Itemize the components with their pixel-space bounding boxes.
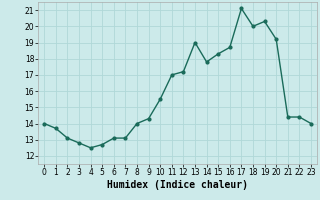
X-axis label: Humidex (Indice chaleur): Humidex (Indice chaleur)	[107, 180, 248, 190]
